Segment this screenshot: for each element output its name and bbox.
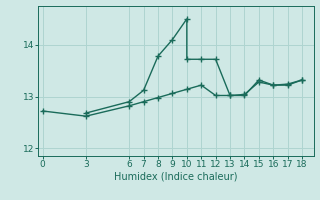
X-axis label: Humidex (Indice chaleur): Humidex (Indice chaleur) — [114, 172, 238, 182]
